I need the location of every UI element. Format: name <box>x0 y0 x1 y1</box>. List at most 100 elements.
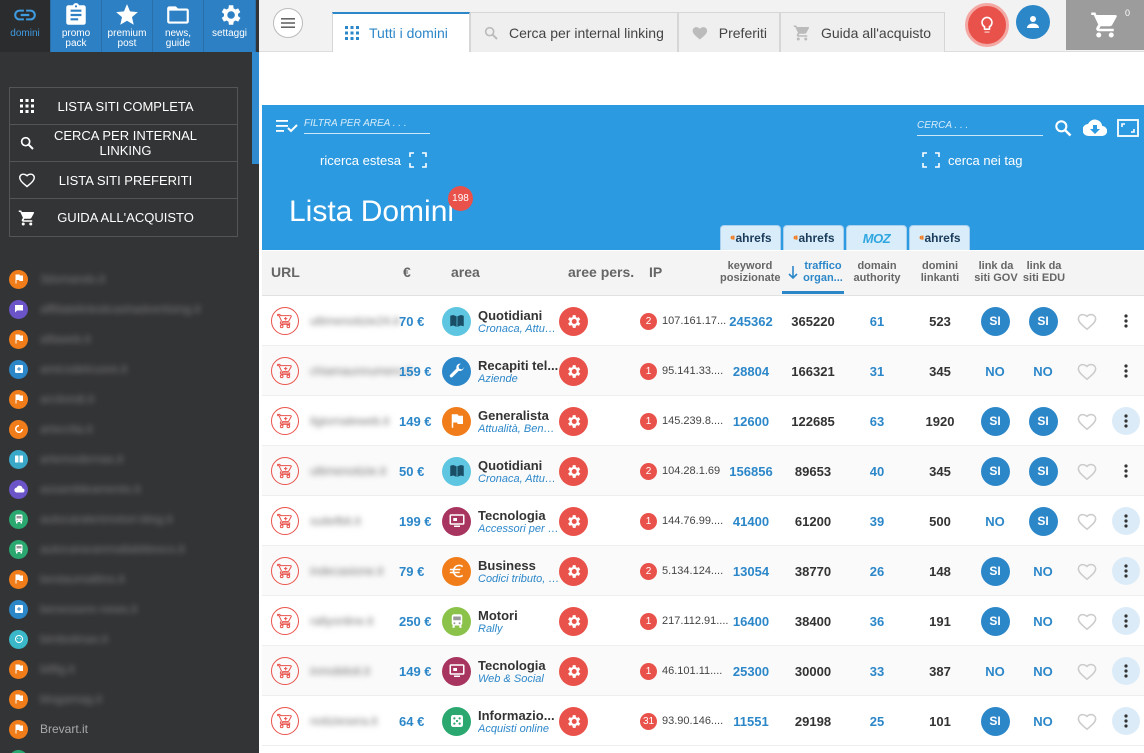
domain-url[interactable]: ilgiornaleweb.it <box>310 414 390 428</box>
col-domini-linkanti[interactable]: domini linkanti <box>910 260 970 284</box>
col-ip[interactable]: IP <box>649 264 663 280</box>
more-button[interactable] <box>1112 296 1140 346</box>
site-list-item[interactable]: bestaumattino.it <box>9 564 249 594</box>
aree-pers-button[interactable] <box>559 396 588 446</box>
site-list-item[interactable]: autocaraterimotori-blog.it <box>9 504 249 534</box>
domain-url[interactable]: ultimenotizie.it <box>310 464 387 478</box>
add-to-cart-button[interactable] <box>271 696 299 746</box>
table-row[interactable]: suitefbit.it 199 € Tecnologia Accessori … <box>262 496 1144 546</box>
col-keyword[interactable]: keyword posizionate <box>720 260 781 284</box>
more-button[interactable] <box>1112 546 1140 596</box>
domain-url[interactable]: chiamaunnumero.it <box>310 364 413 378</box>
site-list-item[interactable]: bimbotinao.it <box>9 624 249 654</box>
site-list-item[interactable]: blogamag.it <box>9 684 249 714</box>
table-row[interactable]: chiamaunnumero.it 159 € Recapiti tel... … <box>262 346 1144 396</box>
add-to-cart-button[interactable] <box>271 596 299 646</box>
tab-tutti-domini[interactable]: Tutti i domini <box>332 12 470 52</box>
site-list-item[interactable]: affiliatelinksitcashadvertising.it <box>9 294 249 324</box>
site-list-item[interactable]: assambleamento.it <box>9 474 249 504</box>
site-list-item[interactable]: artemodernas.it <box>9 444 249 474</box>
table-row[interactable]: indecasione.it 79 € Business Codici trib… <box>262 546 1144 596</box>
more-button[interactable] <box>1112 596 1140 646</box>
cart-button[interactable]: 0 <box>1066 0 1144 50</box>
cerca-tag-toggle[interactable]: cerca nei tag <box>922 152 1022 168</box>
site-list-item[interactable]: artecrita.it <box>9 414 249 444</box>
col-traffico[interactable]: traffico organ... <box>786 260 846 284</box>
add-to-cart-button[interactable] <box>271 646 299 696</box>
col-domain-authority[interactable]: domain authority <box>847 260 907 284</box>
site-list-item[interactable]: 3dsmando.it <box>9 264 249 294</box>
menu-lista-siti[interactable]: LISTA SITI COMPLETA <box>10 88 237 125</box>
favorite-button[interactable] <box>1076 296 1098 346</box>
nav-settaggi[interactable]: settaggi <box>204 0 256 52</box>
table-row[interactable]: inmobiloit.it 149 € Tecnologia Web & Soc… <box>262 646 1144 696</box>
table-row[interactable]: notiziesera.it 64 € Informazio... Acquis… <box>262 696 1144 746</box>
nav-premium-post[interactable]: premium post <box>102 0 153 52</box>
favorite-button[interactable] <box>1076 646 1098 696</box>
sidebar-scrollbar[interactable] <box>252 52 259 164</box>
aree-pers-button[interactable] <box>559 446 588 496</box>
nav-domini[interactable]: domini <box>0 0 51 52</box>
domain-url[interactable]: indecasione.it <box>310 564 384 578</box>
fullscreen-icon[interactable] <box>1117 119 1139 137</box>
area-filter-input[interactable]: FILTRA PER AREA . . . <box>304 118 430 134</box>
favorite-button[interactable] <box>1076 346 1098 396</box>
search-input[interactable]: CERCA . . . <box>917 120 1043 136</box>
search-icon[interactable] <box>1053 118 1073 138</box>
aree-pers-button[interactable] <box>559 496 588 546</box>
col-area[interactable]: area <box>451 264 480 280</box>
site-list-item[interactable]: Brevart.it <box>9 714 249 744</box>
table-row[interactable]: rallyonline.it 250 € Motori Rally 1 217.… <box>262 596 1144 646</box>
more-button[interactable] <box>1112 646 1140 696</box>
user-button[interactable] <box>1016 5 1050 39</box>
aree-pers-button[interactable] <box>559 696 588 746</box>
col-url[interactable]: URL <box>271 264 300 280</box>
favorite-button[interactable] <box>1076 546 1098 596</box>
more-button[interactable] <box>1112 396 1140 446</box>
favorite-button[interactable] <box>1076 396 1098 446</box>
cloud-download-icon[interactable] <box>1083 119 1107 137</box>
menu-guida[interactable]: GUIDA ALL'ACQUISTO <box>10 199 237 236</box>
hamburger-button[interactable] <box>273 8 303 38</box>
favorite-button[interactable] <box>1076 696 1098 746</box>
menu-preferiti[interactable]: LISTA SITI PREFERITI <box>10 162 237 199</box>
aree-pers-button[interactable] <box>559 596 588 646</box>
domain-url[interactable]: inmobiloit.it <box>310 664 371 678</box>
area-filter[interactable]: FILTRA PER AREA . . . <box>276 118 430 134</box>
tab-guida-acquisto[interactable]: Guida all'acquisto <box>780 12 945 52</box>
domain-url[interactable]: rallyonline.it <box>310 614 374 628</box>
nav-news-guide[interactable]: news, guide <box>153 0 204 52</box>
tab-preferiti[interactable]: Preferiti <box>678 12 780 52</box>
tab-cerca-internal[interactable]: Cerca per internal linking <box>470 12 678 52</box>
favorite-button[interactable] <box>1076 496 1098 546</box>
favorite-button[interactable] <box>1076 596 1098 646</box>
table-row[interactable]: ilgiornaleweb.it 149 € Generalista Attua… <box>262 396 1144 446</box>
col-price[interactable]: € <box>403 264 411 280</box>
col-aree-pers[interactable]: aree pers. <box>568 264 635 280</box>
site-list-item[interactable] <box>9 744 249 753</box>
site-list-item[interactable]: bitfig.it <box>9 654 249 684</box>
aree-pers-button[interactable] <box>559 346 588 396</box>
domain-url[interactable]: suitefbit.it <box>310 514 361 528</box>
more-button[interactable] <box>1112 696 1140 746</box>
ideas-button[interactable] <box>965 3 1009 47</box>
add-to-cart-button[interactable] <box>271 496 299 546</box>
more-button[interactable] <box>1112 446 1140 496</box>
more-button[interactable] <box>1112 496 1140 546</box>
col-gov[interactable]: link da siti GOV <box>973 260 1019 284</box>
add-to-cart-button[interactable] <box>271 546 299 596</box>
add-to-cart-button[interactable] <box>271 296 299 346</box>
aree-pers-button[interactable] <box>559 546 588 596</box>
add-to-cart-button[interactable] <box>271 346 299 396</box>
domain-url[interactable]: ultimenotizie24.it <box>310 314 400 328</box>
site-list-item[interactable]: autocaravanmallabitiesco.it <box>9 534 249 564</box>
aree-pers-button[interactable] <box>559 296 588 346</box>
add-to-cart-button[interactable] <box>271 396 299 446</box>
nav-promo-pack[interactable]: promo pack <box>51 0 102 52</box>
site-list-item[interactable]: amicodelcuore.it <box>9 354 249 384</box>
aree-pers-button[interactable] <box>559 646 588 696</box>
menu-cerca-internal[interactable]: CERCA PER INTERNAL LINKING <box>10 125 237 162</box>
domain-url[interactable]: notiziesera.it <box>310 714 378 728</box>
site-list-item[interactable]: benessere-news.it <box>9 594 249 624</box>
ricerca-estesa-toggle[interactable]: ricerca estesa <box>320 152 427 168</box>
